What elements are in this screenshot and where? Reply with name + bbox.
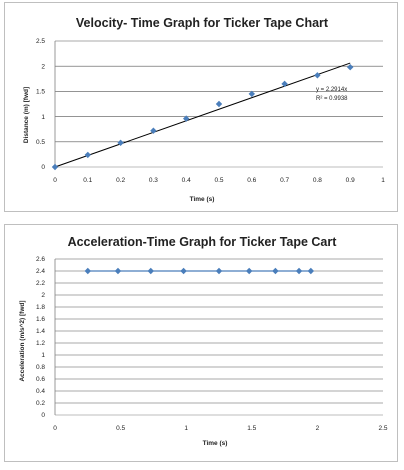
data-point (51, 163, 59, 171)
x-tick-label: 0.1 (83, 177, 92, 184)
data-point (215, 267, 223, 275)
trendline-equation: y = 2.2914x (316, 87, 347, 93)
y-tick-label: 1.6 (36, 316, 45, 323)
x-tick-label: 0.6 (247, 177, 256, 184)
y-tick-label: 0.6 (36, 376, 45, 383)
chart-title: Acceleration-Time Graph for Ticker Tape … (68, 235, 338, 249)
x-axis-label: Time (s) (203, 440, 228, 447)
y-tick-label: 1 (41, 114, 45, 121)
data-point (248, 90, 255, 98)
x-tick-label: 0.3 (149, 177, 158, 184)
acceleration-chart: Acceleration-Time Graph for Ticker Tape … (18, 235, 388, 447)
y-tick-label: 2.6 (36, 256, 45, 263)
y-tick-label: 0.5 (36, 139, 45, 146)
data-point (295, 267, 303, 275)
x-tick-label: 0 (53, 177, 57, 184)
data-point (347, 64, 354, 71)
x-tick-label: 0.5 (116, 425, 125, 432)
chart-title: Velocity- Time Graph for Ticker Tape Cha… (76, 16, 329, 30)
velocity-chart-panel: Velocity- Time Graph for Ticker Tape Cha… (4, 2, 398, 212)
data-point (150, 127, 157, 134)
x-tick-label: 2 (316, 425, 320, 432)
data-point (183, 115, 190, 122)
y-tick-label: 1.5 (36, 89, 45, 96)
x-tick-label: 0.2 (116, 177, 125, 184)
x-tick-label: 2.5 (378, 425, 387, 432)
data-point (180, 267, 187, 275)
trendline-r2: R² = 0.9938 (316, 96, 348, 102)
acceleration-chart-panel: Acceleration-Time Graph for Ticker Tape … (4, 224, 398, 462)
x-tick-label: 0.5 (214, 177, 223, 184)
y-tick-label: 2.2 (36, 280, 45, 287)
data-point (114, 267, 122, 275)
y-tick-label: 0.2 (36, 400, 45, 407)
data-point (215, 100, 223, 108)
data-point (84, 267, 91, 275)
x-tick-label: 0.4 (182, 177, 191, 184)
trendline (54, 62, 351, 168)
y-tick-label: 0.4 (36, 388, 45, 395)
y-tick-label: 2 (41, 292, 45, 299)
y-tick-label: 2.4 (36, 268, 45, 275)
x-tick-label: 0.8 (313, 177, 322, 184)
data-point (314, 72, 321, 79)
y-axis-label: Distance (m) [fwd] (23, 87, 30, 143)
x-tick-label: 0.9 (346, 177, 355, 184)
y-tick-label: 1 (41, 352, 45, 359)
y-tick-label: 0 (41, 164, 45, 171)
x-tick-label: 0 (53, 425, 57, 432)
y-axis-label: Acceleration (m/s^2) [fwd] (18, 300, 26, 381)
data-point (84, 151, 91, 159)
data-point (245, 267, 253, 275)
data-point (147, 267, 154, 275)
y-tick-label: 0.8 (36, 364, 45, 371)
x-tick-label: 0.7 (280, 177, 289, 184)
data-point (272, 267, 279, 275)
x-tick-label: 1 (381, 177, 385, 184)
data-point (281, 80, 288, 88)
y-tick-label: 2.5 (36, 38, 45, 45)
y-tick-label: 1.2 (36, 340, 45, 347)
velocity-chart: Velocity- Time Graph for Ticker Tape Cha… (23, 16, 385, 203)
x-tick-label: 1.5 (247, 425, 256, 432)
x-tick-label: 1 (184, 425, 188, 432)
y-tick-label: 1.4 (36, 328, 45, 335)
y-tick-label: 1.8 (36, 304, 45, 311)
x-axis-label: Time (s) (190, 196, 215, 203)
y-tick-label: 0 (41, 412, 45, 419)
y-tick-label: 2 (41, 63, 45, 70)
data-point (117, 139, 124, 147)
data-point (307, 267, 315, 275)
